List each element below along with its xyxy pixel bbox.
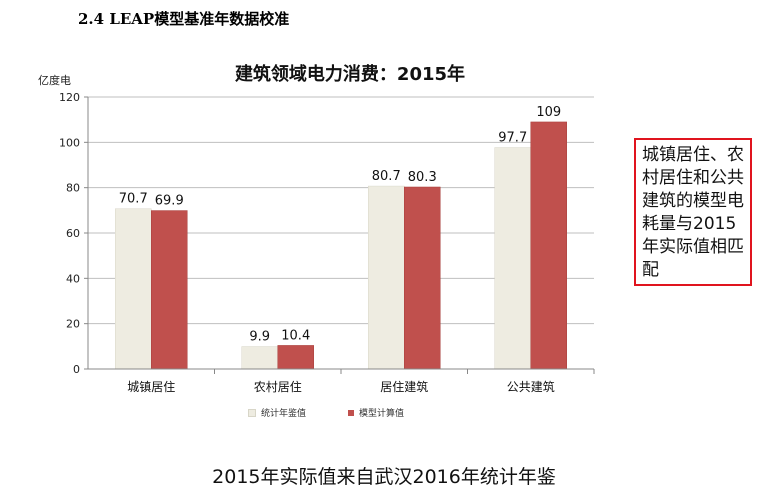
data-label: 69.9 [155,194,184,209]
annotation-box: 城镇居住、农村居住和公共建筑的模型电耗量与2015年实际值相匹配 [634,138,752,286]
x-tick-label: 居住建筑 [380,379,428,394]
bar-stat [241,346,278,370]
y-tick-label: 80 [66,182,80,195]
x-tick-label: 农村居住 [254,380,302,394]
legend-swatch-model [348,409,354,416]
x-tick-label: 城镇居住 [127,380,175,394]
legend-item-stat: 统计年鉴值 [248,406,306,419]
y-tick-label: 120 [59,91,80,104]
slide-heading: 2.4 LEAP模型基准年数据校准 [78,10,290,28]
data-label: 70.7 [119,192,148,207]
data-label: 10.4 [281,328,310,343]
data-label: 109 [536,105,561,120]
data-label: 80.3 [408,170,437,185]
y-tick-label: 60 [66,227,80,240]
chart-title: 建筑领域电力消费：2015年 [235,63,465,85]
data-label: 9.9 [249,330,270,345]
legend-swatch-stat [248,408,256,417]
legend-label-model: 模型计算值 [359,409,405,419]
y-tick-label: 20 [66,318,80,331]
bar-model [530,121,567,370]
y-tick-label: 100 [59,136,80,149]
bar-model [277,345,314,370]
bar-model [151,210,188,370]
y-tick-label: 40 [66,272,80,285]
bar-stat [115,208,152,370]
y-tick-label: 0 [73,363,80,376]
x-tick-label: 公共建筑 [507,379,555,394]
data-label: 80.7 [372,169,401,184]
bar-stat [368,185,405,370]
data-label: 97.7 [498,131,527,146]
y-axis-label: 亿度电 [38,73,71,87]
source-note: 2015年实际值来自武汉2016年统计年鉴 [212,466,556,488]
bar-stat [494,147,531,370]
bar-model [404,186,441,370]
legend-label-stat: 统计年鉴值 [261,409,307,419]
legend-item-model: 模型计算值 [348,406,404,419]
